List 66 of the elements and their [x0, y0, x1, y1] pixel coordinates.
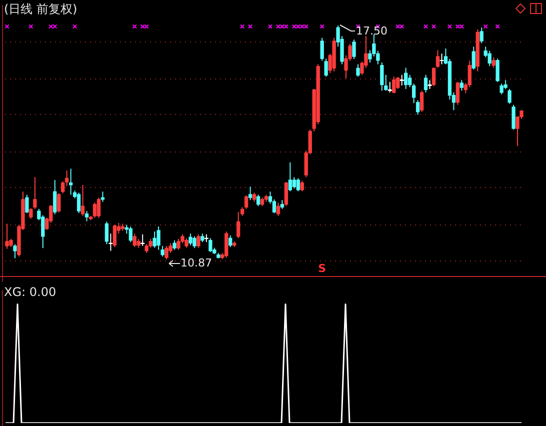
candlestick: [380, 62, 384, 92]
candlestick: [33, 176, 37, 210]
candlestick: [292, 176, 296, 189]
candlestick: [176, 238, 180, 250]
candlestick: [96, 197, 101, 218]
candlestick: [61, 180, 65, 194]
candlestick: [432, 67, 436, 87]
candlestick: [356, 64, 360, 78]
candlestick: [164, 245, 168, 260]
candlestick: [104, 221, 109, 245]
candlestick: [392, 76, 396, 94]
candlestick: [84, 210, 89, 222]
candlestick: [5, 223, 9, 250]
candlestick: [184, 238, 188, 248]
candlestick: [508, 88, 512, 104]
candlestick: [248, 186, 252, 201]
candlestick: [272, 198, 276, 214]
candlestick: [296, 178, 300, 192]
candlestick: [92, 202, 97, 218]
candlestick: [480, 27, 484, 44]
candlestick: [352, 39, 356, 60]
candlestick: [76, 192, 81, 214]
text: S: [318, 262, 326, 275]
annotation: 17.50: [356, 24, 388, 38]
candlestick: [436, 50, 440, 68]
candlestick: [224, 230, 228, 258]
candlestick: [192, 236, 196, 249]
candlestick: [132, 233, 136, 248]
chart-title: (日线 前复权): [4, 2, 78, 16]
candlestick: [472, 46, 476, 70]
candlestick: [252, 192, 256, 202]
candlestick: [396, 76, 400, 90]
candlestick: [128, 226, 132, 243]
candlestick: [57, 192, 61, 213]
candlestick: [228, 234, 232, 248]
candlestick: [500, 83, 504, 95]
candlestick: [288, 162, 292, 192]
candlestick: [424, 74, 428, 93]
candlestick: [53, 179, 57, 215]
candlestick: [460, 80, 464, 92]
candlestick: [488, 50, 492, 67]
candlestick: [300, 180, 304, 192]
candlestick: [112, 224, 117, 248]
candlestick: [172, 240, 176, 250]
candlestick: [404, 67, 408, 90]
candlestick: [196, 234, 200, 248]
candlestick: [80, 184, 85, 216]
candlestick: [13, 244, 17, 259]
candlestick: [25, 194, 29, 214]
candlestick: [208, 238, 212, 252]
annotation: 10.87: [180, 256, 212, 270]
candlestick: [188, 233, 192, 246]
candlestick: [492, 56, 496, 68]
candlestick: [420, 90, 424, 112]
candlestick: [512, 104, 516, 130]
candlestick: [236, 212, 240, 239]
candlestick: [256, 194, 260, 207]
candlestick: [456, 81, 460, 106]
candlestick: [468, 60, 472, 88]
candlestick: [496, 58, 500, 82]
candlestick: [284, 182, 288, 207]
candlestick: [276, 202, 280, 216]
chart-title: XG: 0.00: [4, 285, 56, 299]
candlestick: [29, 208, 33, 220]
candlestick: [68, 168, 73, 196]
candlestick: [152, 230, 156, 248]
